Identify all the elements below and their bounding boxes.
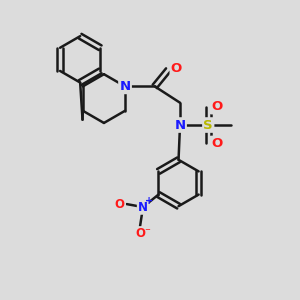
Text: O: O	[135, 227, 145, 240]
Text: ⁻: ⁻	[144, 227, 150, 237]
Text: O: O	[211, 100, 222, 113]
Text: S: S	[203, 118, 213, 131]
Text: O: O	[171, 62, 182, 75]
Text: N: N	[138, 201, 148, 214]
Text: O: O	[211, 137, 222, 150]
Text: O: O	[115, 198, 125, 211]
Text: N: N	[175, 118, 186, 131]
Text: +: +	[145, 196, 153, 206]
Text: N: N	[119, 80, 130, 93]
